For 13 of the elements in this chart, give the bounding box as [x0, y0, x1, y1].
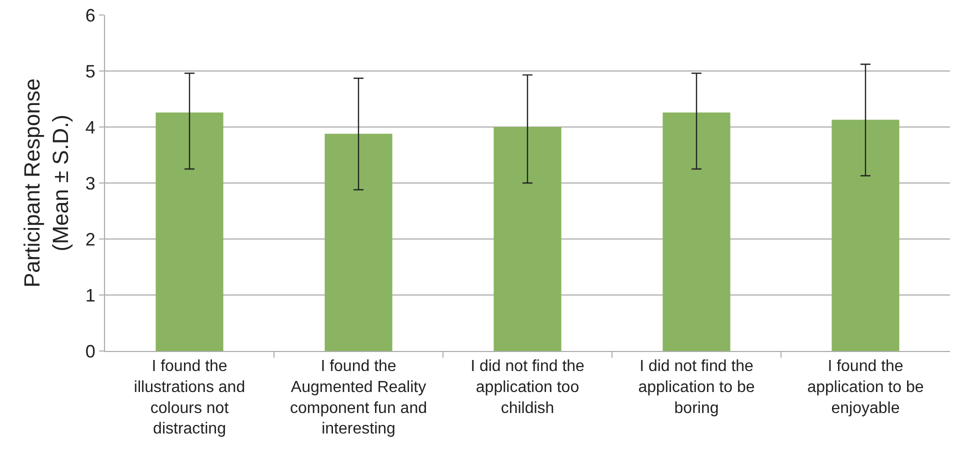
y-tick-label: 5 [85, 61, 96, 82]
x-tick-label: I found the illustrations and colours not distracting [134, 358, 246, 438]
y-tick-label: 4 [85, 117, 96, 138]
x-tick-label: I did not find the application too childish [470, 358, 585, 417]
y-tick-label: 2 [85, 229, 96, 250]
x-tick-label: I found the application to be enjoyable [807, 358, 924, 417]
x-tick-label: I found the Augmented Reality component fun and interesting [290, 358, 427, 438]
y-tick-label: 1 [85, 285, 96, 306]
y-axis-title: Participant Response (Mean ± S.D.) [20, 78, 74, 288]
y-tick-label: 3 [85, 173, 96, 194]
y-tick-label: 6 [85, 5, 96, 26]
y-tick-label: 0 [85, 341, 96, 362]
x-tick-label: I did not find the application to be boring [638, 358, 755, 417]
